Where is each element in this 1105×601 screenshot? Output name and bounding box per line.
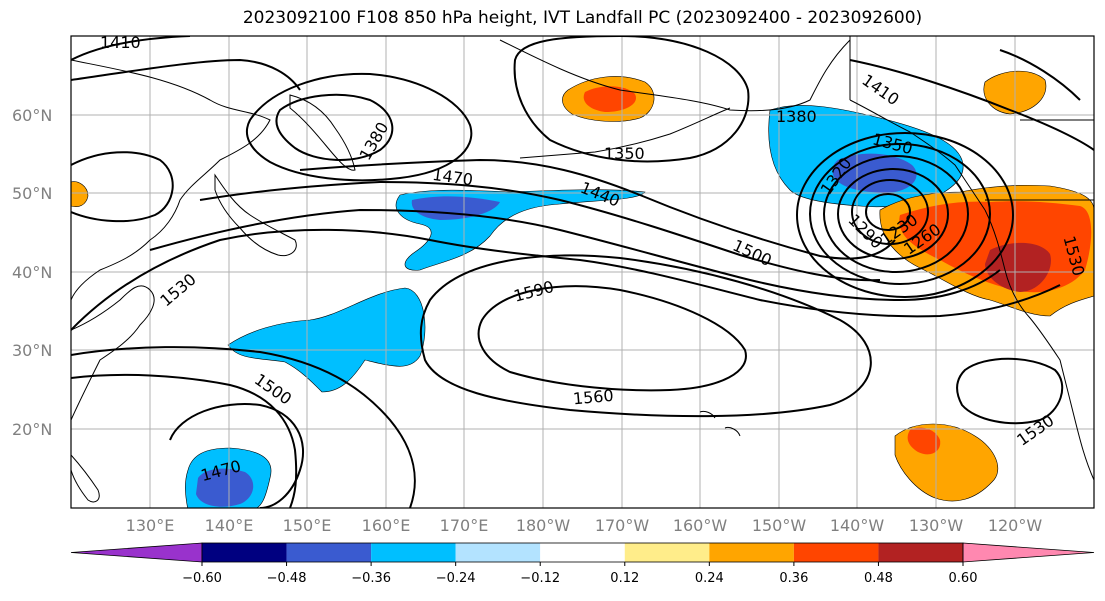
lon-label: 180°W [516,516,571,535]
contour-1500-south [71,346,416,508]
coast-korea-china [71,285,155,421]
lat-label: 60°N [12,106,52,125]
lat-label: 40°N [12,263,52,282]
contour-low-1290 [837,168,949,260]
contour-1530-sw [71,373,298,508]
contour-1440-top [71,58,301,91]
contour-1500-band [149,208,1001,302]
colorbar-segment [455,543,541,562]
colorbar-tick-label: 0.24 [695,571,724,586]
colorbar-ticks: −0.60 −0.48 −0.36 −0.24 −0.12 0.12 0.24 0.36 0.4… [182,562,977,586]
map-title: 2023092100 F108 850 hPa height, IVT Land… [242,8,923,28]
colorbar-tick-label: 0.60 [949,571,978,586]
lon-label: 170°E [440,516,489,535]
contour-1470-west [71,151,174,223]
colorbar-segment [709,543,794,562]
contour-1560-high [419,254,872,418]
lon-label: 130°W [909,516,964,535]
lon-label: 120°W [988,516,1043,535]
border-canada-us [849,36,1094,201]
contour-label: 1560 [572,386,614,408]
contour-1470-band [199,180,881,282]
colorbar-tick-label: −0.48 [267,571,307,586]
colorbar-segment [202,543,287,562]
height-contours [71,36,1094,508]
contour-1530-east [956,357,1064,425]
colorbar-tick-label: 0.36 [779,571,808,586]
coast-us-west [984,209,1094,481]
contour-1380-kamchatka [275,93,394,161]
colorbar-segment [286,543,372,562]
lon-label: 160°W [673,516,728,535]
neg-region-west-pacific [227,287,426,393]
colorbar-segment [371,543,456,562]
colorbar-segment [540,543,625,562]
coast-asia [71,59,271,301]
contour-1410-top [71,36,191,61]
lon-label: 160°E [362,516,411,535]
lat-label: 20°N [12,420,52,439]
contour-low-1230 [865,193,911,231]
coast-aleutians [519,107,731,159]
contour-label: 1350 [604,144,645,163]
contour-1440-band [299,158,896,260]
contour-low-1320 [823,155,969,273]
lon-label: 140°W [830,516,885,535]
contour-1410-canada [999,49,1081,101]
ivt-shading [71,70,1094,508]
colorbar-extend-low [70,542,203,563]
contour-1530-band [71,228,1061,331]
lon-label: 150°W [752,516,807,535]
colorbar-tick-label: −0.24 [436,571,476,586]
colorbar-tick-label: −0.36 [351,571,391,586]
contour-label: 1380 [776,107,817,126]
coast-bc [849,99,986,211]
colorbar-tick-label: −0.12 [520,571,560,586]
lon-label: 140°E [205,516,254,535]
colorbar-tick-label: −0.60 [182,571,222,586]
colorbar-segment [624,543,710,562]
contour-low-1350 [809,143,991,285]
pos-region-far-west [71,181,89,207]
neg-region-central-pacific-core [411,196,500,220]
colorbar-tick-label: 0.12 [610,571,639,586]
longitude-labels: 130°E 140°E 150°E 160°E 170°E 180°W 170°… [126,516,1043,535]
coast-alaska [499,39,851,112]
neg-region-south-core [196,468,254,507]
coastlines [71,36,1094,503]
contour-low-1380 [796,132,1014,298]
colorbar-segment [878,543,963,562]
pos-region-hawaii-east-core [907,427,941,455]
contour-label: 1410 [100,33,141,52]
pos-region-bering-core [583,86,636,112]
colorbar-extend-high [962,542,1095,563]
map-border [70,35,1095,509]
contour-1410-kamchatka [245,72,473,182]
lon-label: 130°E [126,516,175,535]
colorbar-segments [70,542,1095,563]
coast-philippines [71,454,100,503]
lat-label: 30°N [12,341,52,360]
lon-label: 170°W [595,516,650,535]
colorbar-tick-label: 0.48 [864,571,893,586]
colorbar: −0.60 −0.48 −0.36 −0.24 −0.12 0.12 0.24 0.36 0.4… [70,542,1095,586]
contour-low-1260 [851,179,929,245]
lon-label: 150°E [283,516,332,535]
contour-1410-ne [849,59,1094,151]
lat-label: 50°N [12,184,52,203]
coast-kamchatka [289,94,356,171]
contour-1470-south [169,403,305,508]
colorbar-outline [201,542,964,563]
latitude-labels: 60°N 50°N 40°N 30°N 20°N [12,106,52,439]
colorbar-segment [793,543,879,562]
coast-japan [214,173,297,257]
contour-1590-high [477,285,747,392]
